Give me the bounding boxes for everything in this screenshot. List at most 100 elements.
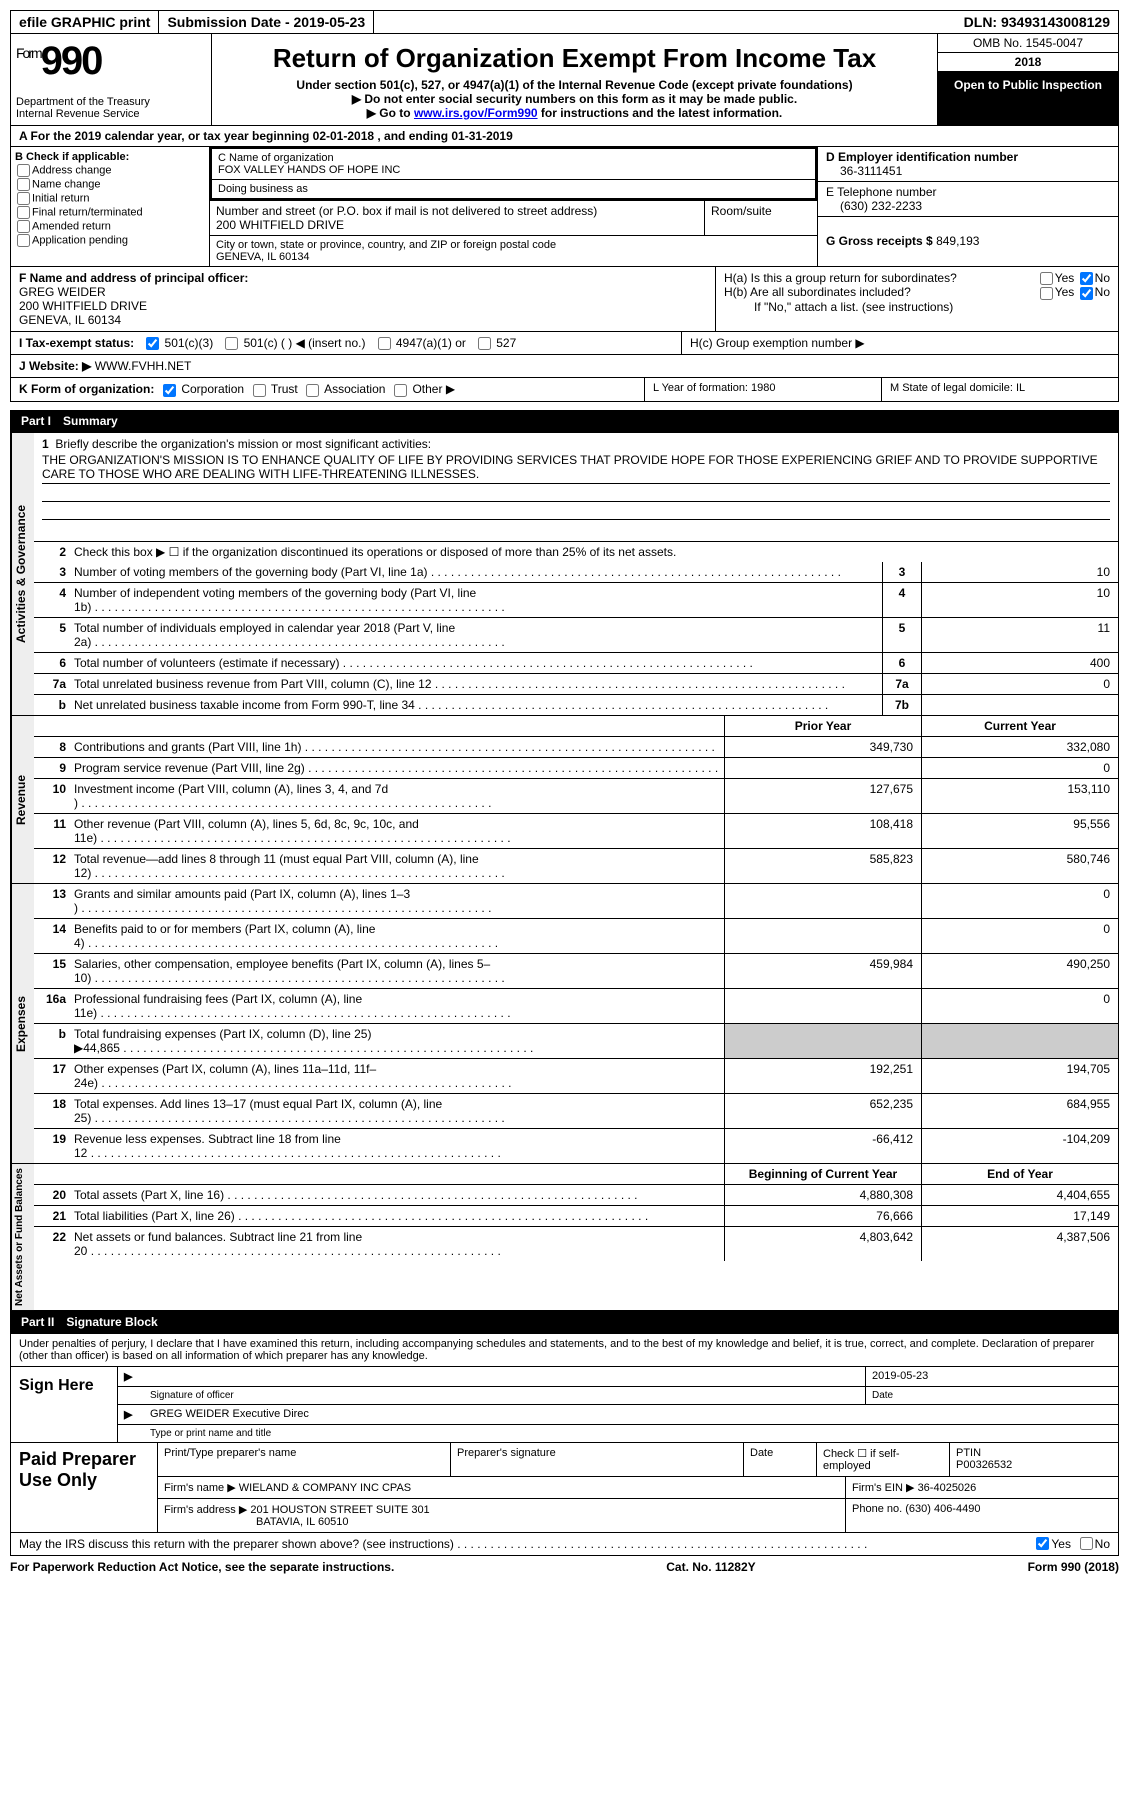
hb-yes[interactable] <box>1040 287 1053 300</box>
header-right: OMB No. 1545-0047 2018 Open to Public In… <box>937 34 1118 125</box>
line-17: 17Other expenses (Part IX, column (A), l… <box>34 1059 1118 1094</box>
line-11: 11Other revenue (Part VIII, column (A), … <box>34 814 1118 849</box>
part2-header: Part II Signature Block <box>10 1311 1119 1334</box>
top-bar: efile GRAPHIC print Submission Date - 20… <box>10 10 1119 34</box>
gross-receipts: 849,193 <box>936 234 979 248</box>
ha-no[interactable] <box>1080 272 1093 285</box>
chk-final[interactable]: Final return/terminated <box>15 206 205 219</box>
org-name: FOX VALLEY HANDS OF HOPE INC <box>218 164 400 176</box>
expenses-section: Expenses 13Grants and similar amounts pa… <box>10 884 1119 1164</box>
chk-name[interactable]: Name change <box>15 178 205 191</box>
row-a: A For the 2019 calendar year, or tax yea… <box>10 126 1119 147</box>
chk-initial[interactable]: Initial return <box>15 192 205 205</box>
block-bcd: B Check if applicable: Address change Na… <box>10 147 1119 267</box>
line-16a: 16aProfessional fundraising fees (Part I… <box>34 989 1118 1024</box>
city-cell: City or town, state or province, country… <box>210 236 817 266</box>
chk-4947[interactable] <box>378 337 391 350</box>
prior-year-head: Prior Year <box>724 716 921 736</box>
signature-block: Under penalties of perjury, I declare th… <box>10 1334 1119 1533</box>
ha-yes[interactable] <box>1040 272 1053 285</box>
phone-cell: E Telephone number (630) 232-2233 <box>818 182 1118 217</box>
department: Department of the Treasury Internal Reve… <box>16 96 206 120</box>
header-left: Form990 Department of the Treasury Inter… <box>11 34 212 125</box>
chk-corp[interactable] <box>163 384 176 397</box>
line-10: 10Investment income (Part VIII, column (… <box>34 779 1118 814</box>
discuss-row: May the IRS discuss this return with the… <box>10 1533 1119 1556</box>
tab-revenue: Revenue <box>11 716 34 883</box>
end-year-head: End of Year <box>921 1164 1118 1184</box>
chk-trust[interactable] <box>253 384 266 397</box>
arrow-icon: ▶ <box>118 1367 144 1386</box>
penalties-text: Under penalties of perjury, I declare th… <box>11 1334 1118 1366</box>
chk-527[interactable] <box>478 337 491 350</box>
org-name-cell: C Name of organization FOX VALLEY HANDS … <box>212 149 815 180</box>
line-9: 9Program service revenue (Part VIII, lin… <box>34 758 1118 779</box>
begin-year-head: Beginning of Current Year <box>724 1164 921 1184</box>
col-d: D Employer identification number 36-3111… <box>817 147 1118 266</box>
tab-governance: Activities & Governance <box>11 433 34 715</box>
sig-officer-field[interactable] <box>144 1367 865 1386</box>
sign-here-label: Sign Here <box>11 1367 118 1442</box>
line-7a: 7aTotal unrelated business revenue from … <box>34 674 1118 695</box>
efile-label: efile GRAPHIC print <box>11 11 159 33</box>
hb-no[interactable] <box>1080 287 1093 300</box>
officer-name: GREG WEIDER <box>19 285 106 299</box>
chk-address[interactable]: Address change <box>15 164 205 177</box>
netassets-section: Net Assets or Fund Balances Beginning of… <box>10 1164 1119 1311</box>
header-sub1: Under section 501(c), 527, or 4947(a)(1)… <box>217 78 932 92</box>
governance-section: Activities & Governance 1 Briefly descri… <box>10 433 1119 716</box>
submission-date: Submission Date - 2019-05-23 <box>159 11 374 33</box>
line-5: 5Total number of individuals employed in… <box>34 618 1118 653</box>
line-21: 21Total liabilities (Part X, line 26)76,… <box>34 1206 1118 1227</box>
line-14: 14Benefits paid to or for members (Part … <box>34 919 1118 954</box>
chk-other[interactable] <box>394 384 407 397</box>
hc: H(c) Group exemption number ▶ <box>681 332 1118 354</box>
inspection: Open to Public Inspection <box>938 72 1118 125</box>
form-number: Form990 <box>16 39 206 84</box>
irs-link[interactable]: www.irs.gov/Form990 <box>414 106 538 120</box>
prep-date-head: Date <box>744 1443 817 1476</box>
prep-sig-head: Preparer's signature <box>451 1443 744 1476</box>
line-13: 13Grants and similar amounts paid (Part … <box>34 884 1118 919</box>
prep-name-head: Print/Type preparer's name <box>158 1443 451 1476</box>
f-box: F Name and address of principal officer:… <box>11 267 715 331</box>
discuss-yes[interactable] <box>1036 1537 1049 1550</box>
line-b: bTotal fundraising expenses (Part IX, co… <box>34 1024 1118 1059</box>
firm-addr: Firm's address ▶ 201 HOUSTON STREET SUIT… <box>158 1499 846 1532</box>
discuss-no[interactable] <box>1080 1537 1093 1550</box>
header: Form990 Department of the Treasury Inter… <box>10 34 1119 126</box>
website-row: J Website: ▶ WWW.FVHH.NET <box>19 359 1110 373</box>
tab-expenses: Expenses <box>11 884 34 1163</box>
prep-ptin-head: PTINP00326532 <box>950 1443 1118 1476</box>
form-title: Return of Organization Exempt From Incom… <box>217 43 932 74</box>
chk-pending[interactable]: Application pending <box>15 234 205 247</box>
firm-ein: Firm's EIN ▶ 36-4025026 <box>846 1477 1118 1498</box>
arrow-icon: ▶ <box>118 1405 144 1424</box>
current-year-head: Current Year <box>921 716 1118 736</box>
org-city: GENEVA, IL 60134 <box>216 251 310 263</box>
mission-text: THE ORGANIZATION'S MISSION IS TO ENHANCE… <box>42 451 1110 484</box>
line-18: 18Total expenses. Add lines 13–17 (must … <box>34 1094 1118 1129</box>
omb: OMB No. 1545-0047 <box>938 34 1118 53</box>
line-8: 8Contributions and grants (Part VIII, li… <box>34 737 1118 758</box>
firm-phone: Phone no. (630) 406-4490 <box>846 1499 1118 1532</box>
line-12: 12Total revenue—add lines 8 through 11 (… <box>34 849 1118 883</box>
line-6: 6Total number of volunteers (estimate if… <box>34 653 1118 674</box>
chk-501c[interactable] <box>225 337 238 350</box>
paid-preparer-label: Paid Preparer Use Only <box>11 1443 158 1532</box>
col-c: C Name of organization FOX VALLEY HANDS … <box>210 147 817 266</box>
phone: (630) 232-2233 <box>826 199 922 213</box>
firm-name: Firm's name ▶ WIELAND & COMPANY INC CPAS <box>158 1477 846 1498</box>
mission-box: 1 Briefly describe the organization's mi… <box>34 433 1118 542</box>
line-19: 19Revenue less expenses. Subtract line 1… <box>34 1129 1118 1163</box>
chk-amended[interactable]: Amended return <box>15 220 205 233</box>
tax-status-label: I Tax-exempt status: <box>19 336 134 350</box>
officer-name-title: GREG WEIDER Executive Direc <box>144 1405 1118 1424</box>
chk-assoc[interactable] <box>306 384 319 397</box>
sig-date-field: 2019-05-23 <box>865 1367 1118 1386</box>
state-domicile: M State of legal domicile: IL <box>881 378 1118 400</box>
chk-501c3[interactable] <box>146 337 159 350</box>
h-box: H(a) Is this a group return for subordin… <box>715 267 1118 331</box>
col-b-header: B Check if applicable: <box>15 151 129 163</box>
website-val: WWW.FVHH.NET <box>95 359 192 373</box>
